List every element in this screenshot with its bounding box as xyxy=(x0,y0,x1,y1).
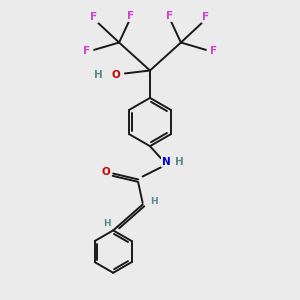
Text: F: F xyxy=(91,13,98,22)
Text: H: H xyxy=(151,197,158,206)
Text: N: N xyxy=(162,157,171,167)
Text: F: F xyxy=(83,46,90,56)
Text: H: H xyxy=(103,219,111,228)
Text: F: F xyxy=(127,11,134,21)
Text: O: O xyxy=(101,167,110,177)
Text: F: F xyxy=(210,46,217,56)
Text: H: H xyxy=(175,157,184,167)
Text: H: H xyxy=(94,70,103,80)
Text: O: O xyxy=(112,70,121,80)
Text: F: F xyxy=(202,13,209,22)
Text: F: F xyxy=(166,11,173,21)
